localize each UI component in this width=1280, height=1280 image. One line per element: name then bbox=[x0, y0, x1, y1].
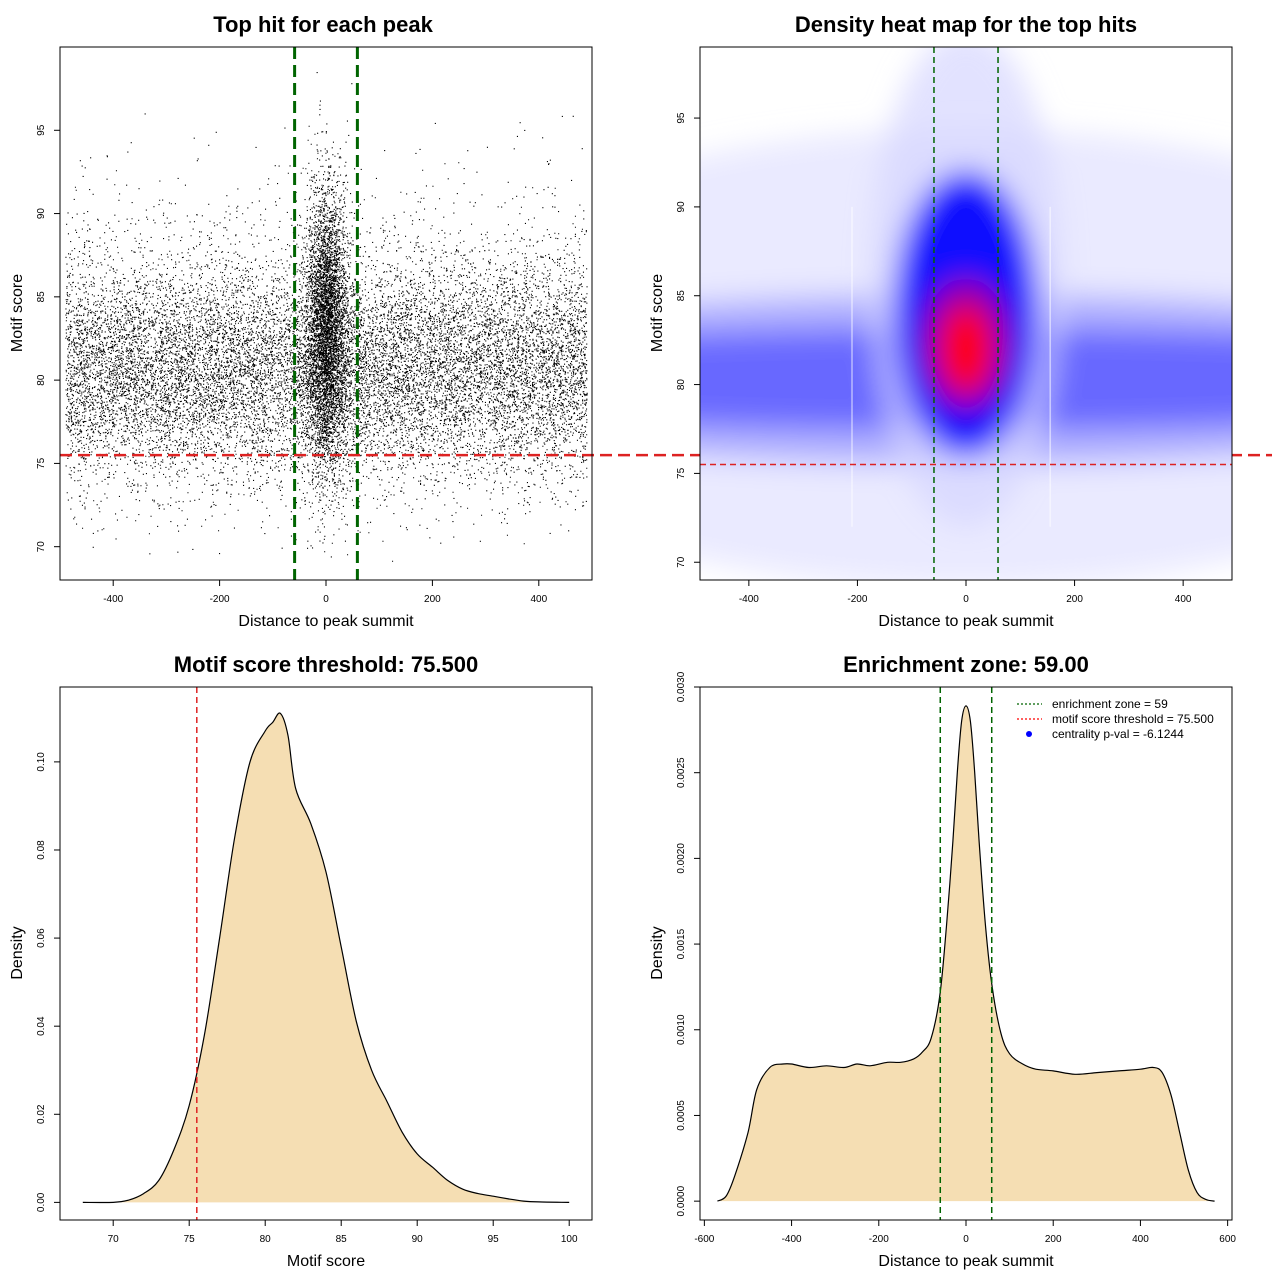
scatter-y-tick-label-0: 70 bbox=[36, 541, 47, 553]
distance-density-y-tick-label-0: 0.0000 bbox=[676, 1185, 687, 1216]
heatmap-y-tick-label-2: 80 bbox=[676, 379, 687, 391]
heatmap-x-label: Distance to peak summit bbox=[878, 613, 1054, 630]
score-density-x-tick-label-3: 85 bbox=[336, 1234, 348, 1245]
score-density-y-tick-label-3: 0.06 bbox=[36, 928, 47, 948]
scatter-y-tick-label-1: 75 bbox=[36, 457, 47, 469]
distance-density-area bbox=[717, 705, 1215, 1202]
score-density-plot-frame bbox=[59, 686, 593, 1221]
distance-density-y-tick-label-2: 0.0010 bbox=[676, 1014, 687, 1045]
scatter-y-label: Motif score bbox=[9, 274, 26, 352]
heatmap-title: Density heat map for the top hits bbox=[795, 12, 1137, 37]
score-density-y-tick-label-1: 0.02 bbox=[36, 1104, 47, 1124]
distance-density-y-ticks: 0.0000 0.0005 0.0010 0.0015 0.0020 0.0025 0.00… bbox=[676, 671, 700, 1216]
scatter-y-ticks: 70 75 80 85 90 95 bbox=[36, 124, 60, 552]
score-density-y-label: Density bbox=[9, 926, 26, 979]
scatter-x-tick-label-4: 400 bbox=[530, 594, 547, 605]
heatmap-y-ticks: 70 75 80 85 90 95 bbox=[676, 112, 700, 568]
distance-density-y-tick-label-5: 0.0025 bbox=[676, 757, 687, 788]
scatter-points bbox=[65, 72, 588, 562]
score-density-y-ticks: 0.00 0.02 0.04 0.06 0.08 0.10 bbox=[36, 752, 60, 1212]
distance-density-title: Enrichment zone: 59.00 bbox=[843, 652, 1089, 677]
distance-density-y-tick-label-3: 0.0015 bbox=[676, 928, 687, 959]
legend-threshold-label: motif score threshold = 75.500 bbox=[1052, 712, 1214, 726]
scatter-x-tick-label-2: 0 bbox=[323, 594, 329, 605]
distance-density-x-tick-label-0: -600 bbox=[694, 1234, 714, 1245]
heatmap-y-tick-label-3: 85 bbox=[676, 290, 687, 302]
scatter-y-tick-label-5: 95 bbox=[36, 124, 47, 136]
legend-zone-label: enrichment zone = 59 bbox=[1052, 697, 1168, 711]
heatmap-panel: Density heat map for the top hits -400 -2… bbox=[649, 12, 1233, 630]
score-density-x-tick-label-6: 100 bbox=[561, 1234, 578, 1245]
heatmap-overlay bbox=[700, 47, 1232, 580]
heatmap-central-red bbox=[940, 304, 992, 394]
distance-density-curve bbox=[717, 705, 1215, 1202]
score-density-panel: Motif score threshold: 75.500 70 75 80 85 90… bbox=[9, 652, 593, 1270]
scatter-x-tick-label-0: -400 bbox=[103, 594, 123, 605]
distance-density-y-tick-label-4: 0.0020 bbox=[676, 843, 687, 874]
scatter-x-ticks: -400 -200 0 200 400 bbox=[103, 580, 548, 605]
score-density-y-tick-label-0: 0.00 bbox=[36, 1192, 47, 1212]
score-density-x-label: Motif score bbox=[287, 1253, 365, 1270]
heatmap-x-tick-label-4: 400 bbox=[1175, 594, 1192, 605]
distance-density-x-ticks: -600 -400 -200 0 200 400 600 bbox=[694, 1220, 1236, 1245]
score-density-y-tick-label-5: 0.10 bbox=[36, 752, 47, 772]
scatter-x-label: Distance to peak summit bbox=[238, 613, 414, 630]
distance-density-x-tick-label-1: -400 bbox=[782, 1234, 802, 1245]
heatmap-y-tick-label-5: 95 bbox=[676, 112, 687, 124]
scatter-x-tick-label-1: -200 bbox=[210, 594, 230, 605]
distance-density-x-label: Distance to peak summit bbox=[878, 1253, 1054, 1270]
heatmap-y-tick-label-0: 70 bbox=[676, 556, 687, 568]
score-density-curve bbox=[82, 712, 570, 1204]
heatmap-x-tick-label-2: 0 bbox=[963, 594, 969, 605]
distance-density-panel: Enrichment zone: 59.00 -600 -400 -200 0 200 4… bbox=[649, 652, 1236, 1270]
distance-density-plot bbox=[717, 687, 1215, 1220]
scatter-x-tick-label-3: 200 bbox=[424, 594, 441, 605]
score-density-x-ticks: 70 75 80 85 90 95 100 bbox=[108, 1220, 578, 1245]
distance-density-x-tick-label-6: 600 bbox=[1219, 1234, 1236, 1245]
scatter-title: Top hit for each peak bbox=[213, 12, 433, 37]
distance-density-x-tick-label-2: -200 bbox=[869, 1234, 889, 1245]
heatmap-x-tick-label-1: -200 bbox=[847, 594, 867, 605]
heatmap-density bbox=[700, 47, 1232, 580]
score-density-x-tick-label-5: 95 bbox=[488, 1234, 500, 1245]
distance-density-y-label: Density bbox=[649, 926, 666, 979]
scatter-point-cloud bbox=[65, 72, 588, 562]
scatter-y-tick-label-2: 80 bbox=[36, 374, 47, 386]
scatter-y-tick-label-4: 90 bbox=[36, 208, 47, 220]
distance-density-x-tick-label-4: 200 bbox=[1045, 1234, 1062, 1245]
distance-density-x-tick-label-5: 400 bbox=[1132, 1234, 1149, 1245]
heatmap-y-label: Motif score bbox=[649, 274, 666, 352]
distance-density-x-tick-label-3: 0 bbox=[963, 1234, 969, 1245]
heatmap-y-tick-label-1: 75 bbox=[676, 467, 687, 479]
score-density-y-tick-label-2: 0.04 bbox=[36, 1016, 47, 1036]
heatmap-band-inner bbox=[700, 329, 1232, 429]
legend-pval-label: centrality p-val = -6.1244 bbox=[1052, 727, 1184, 741]
score-density-area bbox=[82, 713, 570, 1203]
score-density-plot bbox=[82, 687, 570, 1220]
legend-pval-swatch bbox=[1026, 731, 1032, 737]
scatter-y-tick-label-3: 85 bbox=[36, 291, 47, 303]
heatmap-x-tick-label-0: -400 bbox=[739, 594, 759, 605]
score-density-x-tick-label-2: 80 bbox=[260, 1234, 272, 1245]
score-density-y-tick-label-4: 0.08 bbox=[36, 840, 47, 860]
score-density-x-tick-label-1: 75 bbox=[184, 1234, 196, 1245]
distance-density-y-tick-label-6: 0.0030 bbox=[676, 671, 687, 702]
heatmap-x-tick-label-3: 200 bbox=[1066, 594, 1083, 605]
heatmap-y-tick-label-4: 90 bbox=[676, 201, 687, 213]
heatmap-x-ticks: -400 -200 0 200 400 bbox=[739, 580, 1192, 605]
distance-density-y-tick-label-1: 0.0005 bbox=[676, 1100, 687, 1131]
distance-density-legend: enrichment zone = 59 motif score thresho… bbox=[1017, 697, 1214, 741]
score-density-x-tick-label-0: 70 bbox=[108, 1234, 120, 1245]
score-density-x-tick-label-4: 90 bbox=[412, 1234, 424, 1245]
score-density-title: Motif score threshold: 75.500 bbox=[174, 652, 478, 677]
